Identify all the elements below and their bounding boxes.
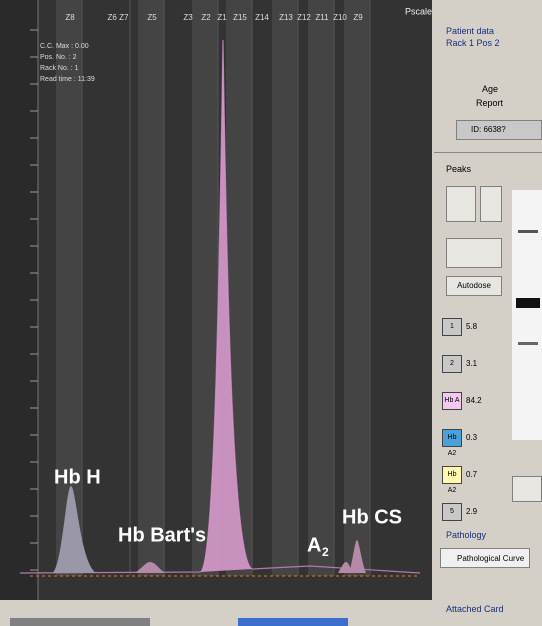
pathology: Pathology	[446, 530, 487, 540]
id-field[interactable]: ID: 6638?	[456, 120, 542, 140]
annotation: Hb CS	[342, 506, 402, 528]
export-button[interactable]	[512, 476, 542, 502]
attached-card: Attached Card	[446, 604, 504, 614]
divider	[434, 152, 542, 153]
hb-barts-peak	[135, 562, 165, 573]
fraction-value: 2.9	[466, 507, 478, 516]
annotation-subscript: 2	[322, 545, 329, 559]
fraction-name: Hb A2	[442, 429, 462, 457]
info-line: C.C. Max : 0.00	[40, 43, 89, 50]
info-line: Read time : 11:39	[40, 76, 95, 83]
zone-bands: Z8 Z6 Z7 Z5 Z3 Z2 Z1 Z15 Z14 Z13 Z12 Z11 Z10 Z9	[56, 0, 371, 576]
tool-button[interactable]	[446, 186, 476, 222]
zone-label: Z10	[333, 13, 347, 22]
hb-cs-peak	[349, 540, 366, 573]
annotation: Hb Bart's	[118, 524, 206, 546]
zone-label: Z8	[65, 13, 75, 22]
fraction-value: 84.2	[466, 396, 482, 405]
fraction-row: 2 3.1	[442, 355, 502, 375]
patient-title: Patient data	[446, 26, 495, 36]
a2-peak	[338, 562, 352, 573]
fraction-value: 0.3	[466, 433, 478, 442]
pathological-curve[interactable]: Pathological Curve	[440, 548, 530, 568]
tool-button[interactable]	[480, 186, 502, 222]
tool-button[interactable]	[446, 238, 502, 268]
electropherogram: Z8 Z6 Z7 Z5 Z3 Z2 Z1 Z15 Z14 Z13 Z12 Z11 Z10 Z9 Psca…	[0, 0, 432, 600]
hb-a-peak	[200, 40, 252, 572]
fraction-value: 0.7	[466, 470, 478, 479]
fraction-name: 1	[442, 318, 462, 336]
zone-band	[56, 0, 82, 576]
pscale-label: Pscale	[405, 6, 432, 16]
fraction-name: Hb A2	[442, 466, 462, 494]
y-ticks	[30, 29, 38, 571]
autodose-button[interactable]: Autodose	[446, 276, 502, 296]
fraction-row: Hb A2 0.3	[442, 429, 502, 457]
zone-label: Z2	[201, 13, 211, 22]
gel-image	[512, 190, 542, 440]
progress	[238, 618, 348, 626]
zone-label: Z5	[147, 13, 157, 22]
zone-label: Z15	[233, 13, 247, 22]
annotation: Hb H	[54, 466, 101, 488]
fraction-row: Hb A2 0.7	[442, 466, 502, 494]
info-line: Rack No. : 1	[40, 65, 79, 72]
hb-h-peak	[52, 486, 96, 573]
zone-band	[272, 0, 298, 576]
fraction-value: 3.1	[466, 359, 478, 368]
age: Age	[482, 84, 499, 94]
zone-label: Z3	[183, 13, 193, 22]
zone-label: Z11	[315, 13, 329, 22]
rack: Rack 1 Pos 2	[446, 38, 500, 48]
info-line: Pos. No. : 2	[40, 54, 77, 61]
zone-label: Z1	[217, 13, 227, 22]
zone-label: Z12	[297, 13, 311, 22]
fraction-name: 5	[442, 503, 462, 521]
zone-band	[344, 0, 370, 576]
zone-label: Z13	[279, 13, 293, 22]
zone-band	[138, 0, 164, 576]
peaks-title: Peaks	[446, 164, 472, 174]
fraction-row: 1 5.8	[442, 318, 502, 338]
annotation: A	[307, 534, 321, 556]
status-bar	[0, 600, 432, 626]
zone-label: Z9	[353, 13, 363, 22]
info-box: C.C. Max : 0.00 Pos. No. : 2 Rack No. : 1 R…	[40, 43, 95, 83]
fraction-value: 5.8	[466, 322, 478, 331]
report: Report	[476, 98, 504, 108]
zone-label: Z14	[255, 13, 269, 22]
fraction-name: 2	[442, 355, 462, 373]
fraction-name: Hb A	[442, 392, 462, 410]
zone-band	[308, 0, 334, 576]
zone-label: Z6 Z7	[108, 13, 129, 22]
fraction-row: Hb A 84.2	[442, 392, 502, 412]
fraction-row: 5 2.9	[442, 503, 502, 523]
progress	[10, 618, 150, 626]
